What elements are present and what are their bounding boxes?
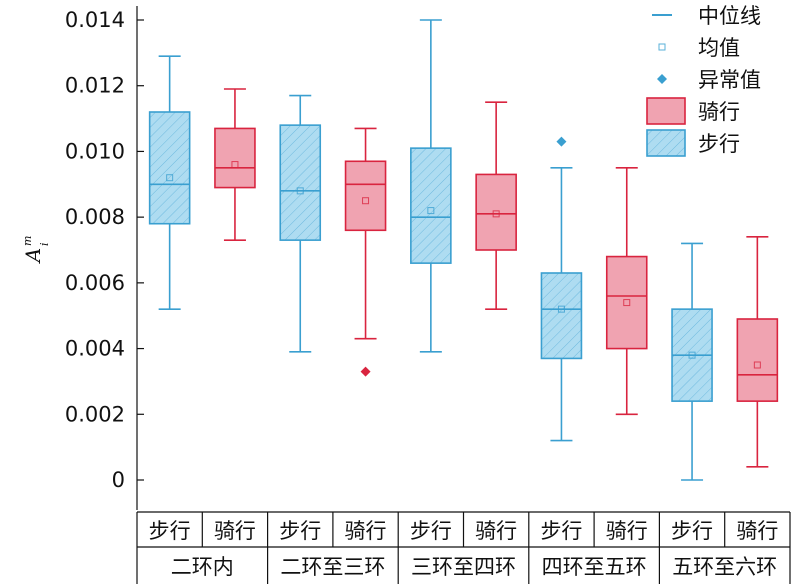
legend-label: 异常值 (698, 68, 761, 92)
plot-area (148, 19, 779, 481)
iqr-box (475, 173, 517, 251)
y-tick-label: 0.008 (65, 205, 125, 229)
y-tick-label: 0.006 (65, 271, 125, 295)
legend-label: 中位线 (698, 4, 761, 28)
mean-marker (688, 351, 696, 359)
iqr-hatch (149, 112, 190, 224)
iqr-hatch (410, 148, 451, 264)
series-cell-label: 步行 (671, 519, 713, 543)
y-axis: 0.014 0.012 0.010 0.008 0.006 0.004 0.002 0 Am i (21, 6, 144, 510)
series-cell-label: 步行 (149, 519, 191, 543)
series-cell-label: 步行 (279, 519, 321, 543)
outlier-marker (556, 136, 567, 147)
y-tick-label: 0 (112, 468, 125, 492)
box-walk (279, 94, 322, 353)
y-tick-label: 0.014 (65, 8, 125, 32)
box-walk (148, 55, 191, 310)
iqr-box (214, 127, 256, 189)
box-ride (475, 101, 517, 310)
mean-marker (427, 207, 435, 215)
legend-label: 步行 (698, 132, 740, 156)
legend-item: 异常值 (657, 68, 761, 92)
iqr-box (605, 255, 648, 350)
y-axis-title: Am i (21, 236, 51, 265)
mean-marker (166, 174, 174, 182)
box-ride (344, 127, 387, 377)
series-cell-label: 骑行 (214, 519, 256, 543)
box-walk (540, 136, 583, 442)
y-tick-label: 0.012 (65, 74, 125, 98)
y-axis-title-sub: i (38, 242, 51, 246)
y-tick-label: 0.002 (65, 402, 125, 426)
legend-item: 步行 (646, 129, 740, 157)
legend-label: 骑行 (698, 100, 740, 124)
mean-marker (492, 210, 500, 218)
legend-item: 均值 (658, 36, 740, 60)
y-tick-label: 0.004 (65, 337, 125, 361)
y-tick-label: 0.010 (65, 139, 125, 163)
legend-mean-swatch (658, 43, 666, 51)
legend-item: 中位线 (652, 4, 761, 28)
series-cell-label: 步行 (540, 519, 582, 543)
group-cell-label: 三环至四环 (411, 555, 516, 579)
legend-box-swatch (646, 97, 686, 125)
series-cell-label: 骑行 (606, 519, 648, 543)
group-cell-label: 二环内 (171, 555, 234, 579)
mean-marker (296, 187, 304, 195)
legend-box-hatch (647, 130, 685, 156)
series-cell-label: 骑行 (475, 519, 517, 543)
box-ride (605, 167, 648, 416)
series-cell-label: 骑行 (736, 519, 778, 543)
series-cell-label: 步行 (410, 519, 452, 543)
box-walk (410, 19, 452, 353)
series-cell-label: 骑行 (345, 519, 387, 543)
legend-outlier-swatch (657, 74, 667, 84)
legend-label: 均值 (698, 36, 740, 60)
iqr-box (736, 318, 779, 402)
iqr-hatch (541, 273, 582, 359)
box-walk (671, 242, 713, 481)
mean-marker (557, 305, 565, 313)
y-axis-title-sup: m (21, 236, 34, 246)
iqr-hatch (280, 125, 321, 241)
mean-marker (362, 197, 370, 205)
box-ride (736, 236, 779, 468)
mean-marker (231, 161, 239, 169)
group-cell-label: 四环至五环 (542, 555, 647, 579)
box-ride (214, 88, 256, 241)
iqr-box (344, 160, 387, 232)
y-axis-title-base: A (21, 248, 45, 264)
mean-marker (623, 299, 631, 307)
outlier-marker (360, 366, 371, 377)
group-cell-label: 五环至六环 (672, 555, 777, 579)
group-cell-label: 二环至三环 (280, 555, 385, 579)
legend-item: 骑行 (646, 97, 740, 125)
mean-marker (753, 361, 761, 369)
